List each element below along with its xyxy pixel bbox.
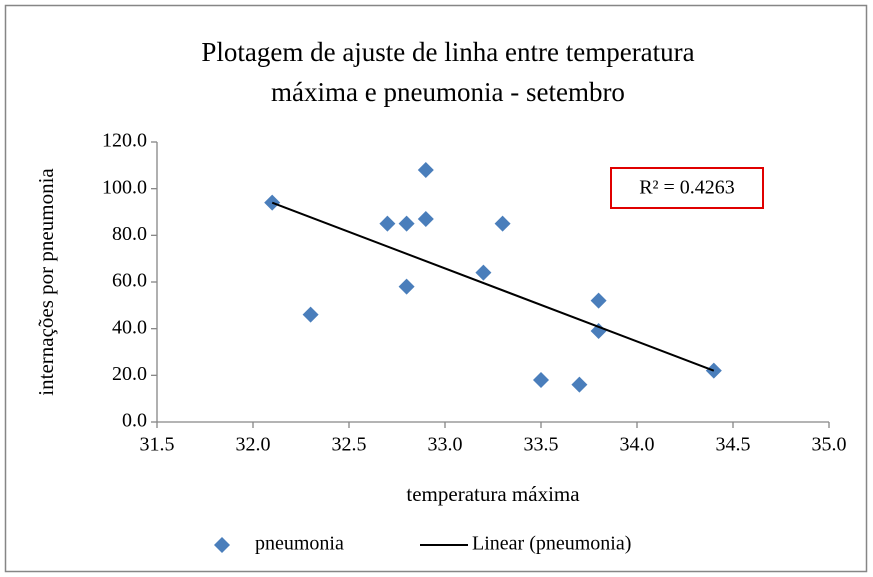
y-tick-label: 40.0 [112, 316, 147, 338]
y-tick-label: 60.0 [112, 270, 147, 292]
y-tick-label: 80.0 [112, 223, 147, 245]
x-tick-label: 34.5 [716, 434, 751, 456]
chart-title: Plotagem de ajuste de linha entre temper… [201, 37, 694, 67]
legend-swatch [214, 537, 230, 553]
data-point [590, 323, 607, 339]
data-point [417, 162, 434, 178]
data-point [379, 215, 396, 232]
data-point [475, 264, 492, 281]
x-tick-label: 32.5 [332, 434, 367, 456]
x-tick-label: 35.0 [812, 434, 847, 456]
data-point [417, 211, 434, 227]
data-point [571, 376, 588, 393]
y-tick-label: 0.0 [122, 410, 147, 432]
trendline [271, 201, 715, 372]
data-point [398, 278, 415, 295]
legend-label: pneumonia [255, 533, 344, 555]
data-point [590, 292, 607, 309]
x-tick-label: 33.0 [428, 434, 463, 456]
annotation-box [610, 167, 764, 209]
legend-label: Linear (pneumonia) [472, 533, 631, 555]
y-tick-label: 20.0 [112, 363, 147, 385]
data-point [398, 215, 415, 232]
y-tick-label: 100.0 [102, 176, 147, 198]
data-point [533, 372, 549, 388]
data-point [494, 215, 511, 232]
x-tick-label: 31.5 [140, 434, 175, 456]
y-tick-label: 120.0 [102, 130, 147, 152]
x-tick-label: 34.0 [620, 434, 655, 456]
annotation: R² = 0.4263 [639, 177, 735, 199]
data-point [302, 306, 319, 323]
x-axis-title: temperatura máxima [406, 482, 580, 506]
y-axis-title: internações por pneumonia [34, 168, 58, 396]
chart-title: máxima e pneumonia - setembro [271, 77, 625, 107]
x-tick-label: 32.0 [236, 434, 271, 456]
chart-border [4, 4, 868, 573]
x-tick-label: 33.5 [524, 434, 559, 456]
